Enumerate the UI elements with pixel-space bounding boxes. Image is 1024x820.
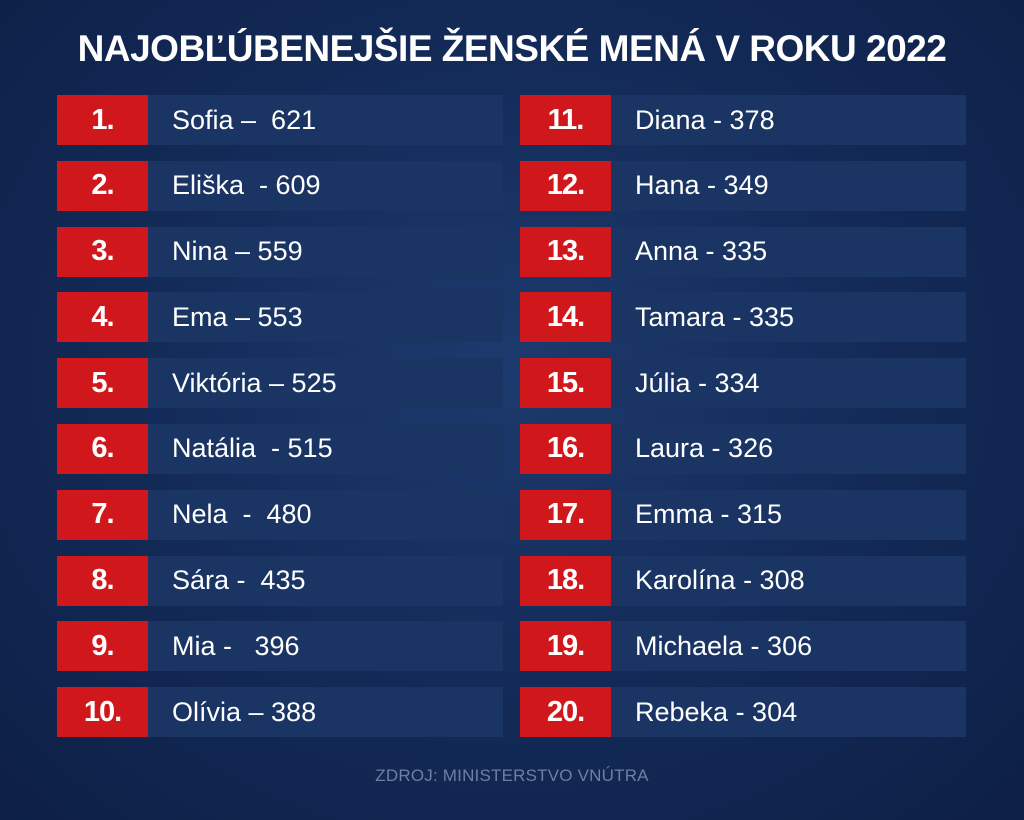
name-entry: Sofia – 621 bbox=[148, 95, 503, 145]
name-entry: Diana - 378 bbox=[611, 95, 966, 145]
list-item: 6. Natália - 515 bbox=[57, 423, 503, 474]
right-column: 11. Diana - 378 12. Hana - 349 13. Anna … bbox=[520, 95, 966, 753]
list-item: 16. Laura - 326 bbox=[520, 423, 966, 474]
left-column: 1. Sofia – 621 2. Eliška - 609 3. Nina –… bbox=[57, 95, 503, 753]
name-entry: Eliška - 609 bbox=[148, 160, 503, 211]
name-entry: Ema – 553 bbox=[148, 292, 503, 343]
rank-badge: 2. bbox=[57, 160, 148, 211]
name-entry: Nela - 480 bbox=[148, 489, 503, 540]
name-entry: Anna - 335 bbox=[611, 226, 966, 277]
list-item: 7. Nela - 480 bbox=[57, 489, 503, 540]
list-item: 18. Karolína - 308 bbox=[520, 555, 966, 606]
source-credit: ZDROJ: MINISTERSTVO VNÚTRA bbox=[375, 766, 649, 785]
rank-badge: 4. bbox=[57, 292, 148, 343]
list-item: 1. Sofia – 621 bbox=[57, 95, 503, 145]
list-item: 14. Tamara - 335 bbox=[520, 292, 966, 343]
rank-badge: 15. bbox=[520, 358, 611, 409]
name-entry: Natália - 515 bbox=[148, 423, 503, 474]
rank-badge: 16. bbox=[520, 423, 611, 474]
rank-badge: 14. bbox=[520, 292, 611, 343]
rank-badge: 9. bbox=[57, 621, 148, 672]
list-item: 12. Hana - 349 bbox=[520, 160, 966, 211]
name-entry: Mia - 396 bbox=[148, 621, 503, 672]
name-entry: Viktória – 525 bbox=[148, 358, 503, 409]
list-item: 10. Olívia – 388 bbox=[57, 687, 503, 738]
name-entry: Emma - 315 bbox=[611, 489, 966, 540]
rank-badge: 13. bbox=[520, 226, 611, 277]
rank-badge: 17. bbox=[520, 489, 611, 540]
rank-badge: 11. bbox=[520, 95, 611, 145]
rank-badge: 18. bbox=[520, 555, 611, 606]
name-entry: Laura - 326 bbox=[611, 423, 966, 474]
list-item: 8. Sára - 435 bbox=[57, 555, 503, 606]
rank-badge: 10. bbox=[57, 687, 148, 738]
name-entry: Rebeka - 304 bbox=[611, 687, 966, 738]
name-entry: Olívia – 388 bbox=[148, 687, 503, 738]
rank-badge: 5. bbox=[57, 358, 148, 409]
list-item: 5. Viktória – 525 bbox=[57, 358, 503, 409]
list-item: 15. Júlia - 334 bbox=[520, 358, 966, 409]
name-entry: Nina – 559 bbox=[148, 226, 503, 277]
name-entry: Júlia - 334 bbox=[611, 358, 966, 409]
name-entry: Michaela - 306 bbox=[611, 621, 966, 672]
list-item: 13. Anna - 335 bbox=[520, 226, 966, 277]
list-item: 17. Emma - 315 bbox=[520, 489, 966, 540]
list-item: 3. Nina – 559 bbox=[57, 226, 503, 277]
name-entry: Sára - 435 bbox=[148, 555, 503, 606]
list-item: 11. Diana - 378 bbox=[520, 95, 966, 145]
page-title: NAJOBĽÚBENEJŠIE ŽENSKÉ MENÁ V ROKU 2022 bbox=[77, 28, 947, 69]
rank-badge: 19. bbox=[520, 621, 611, 672]
list-item: 20. Rebeka - 304 bbox=[520, 687, 966, 738]
rank-badge: 3. bbox=[57, 226, 148, 277]
rank-badge: 20. bbox=[520, 687, 611, 738]
list-item: 2. Eliška - 609 bbox=[57, 160, 503, 211]
rank-badge: 6. bbox=[57, 423, 148, 474]
rank-badge: 8. bbox=[57, 555, 148, 606]
list-item: 4. Ema – 553 bbox=[57, 292, 503, 343]
rank-badge: 1. bbox=[57, 95, 148, 145]
name-entry: Tamara - 335 bbox=[611, 292, 966, 343]
list-item: 9. Mia - 396 bbox=[57, 621, 503, 672]
rank-badge: 12. bbox=[520, 160, 611, 211]
name-entry: Hana - 349 bbox=[611, 160, 966, 211]
rank-badge: 7. bbox=[57, 489, 148, 540]
list-item: 19. Michaela - 306 bbox=[520, 621, 966, 672]
name-entry: Karolína - 308 bbox=[611, 555, 966, 606]
